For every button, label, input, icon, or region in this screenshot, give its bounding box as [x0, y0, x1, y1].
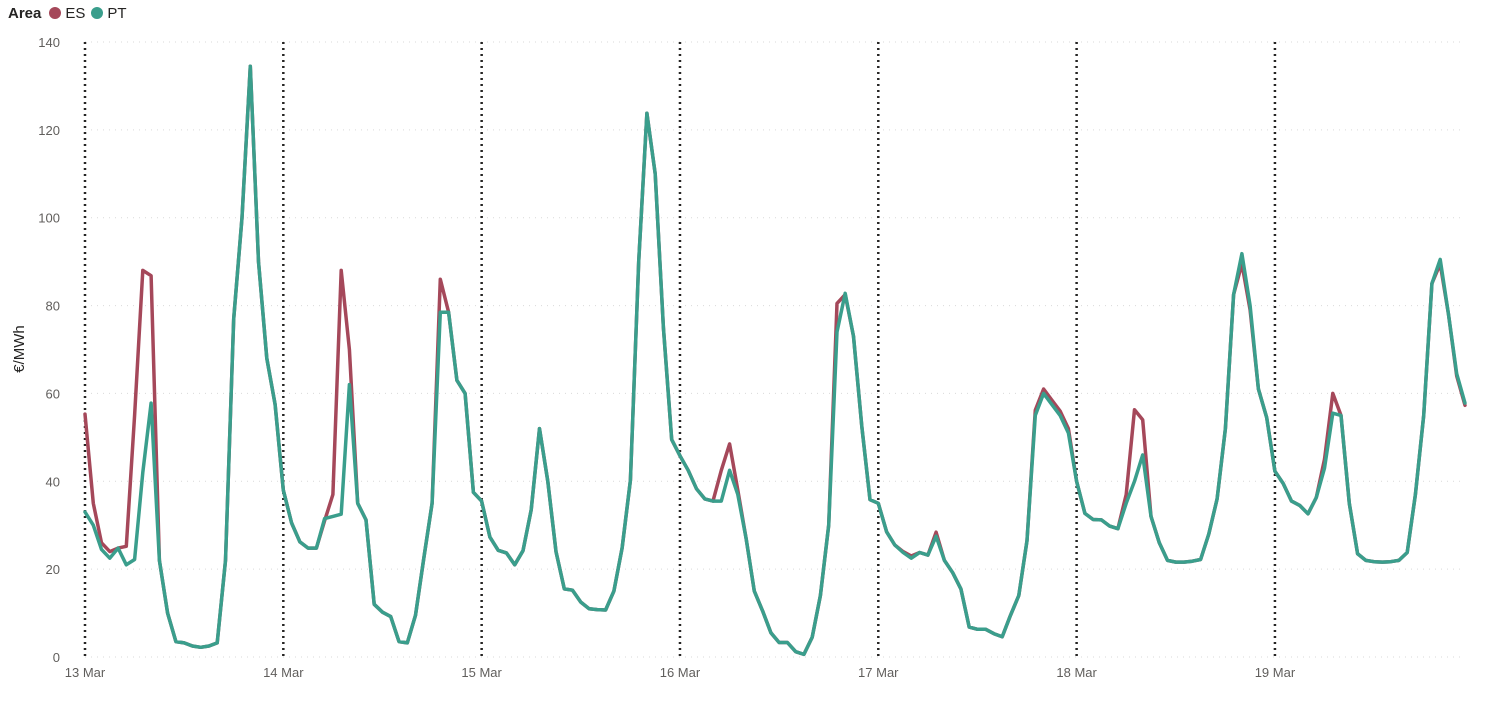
- y-axis-title: €/MWh: [11, 325, 28, 373]
- x-tick-label: 16 Mar: [660, 665, 701, 680]
- y-tick-label: 100: [38, 211, 60, 226]
- legend-dot-icon: [91, 7, 104, 19]
- legend-title: Area: [8, 4, 42, 22]
- x-tick-label: 18 Mar: [1056, 665, 1097, 680]
- legend-items: ES PT: [49, 5, 132, 22]
- series-line-pt: [83, 64, 1467, 657]
- y-tick-label: 80: [46, 299, 60, 314]
- gridlines: [85, 41, 1465, 658]
- y-tick-label: 140: [38, 35, 60, 50]
- legend-dot-icon: [49, 7, 62, 19]
- series-lines: [83, 64, 1467, 657]
- y-axis-tick-labels: 0 20 40 60 80 100 120 140: [38, 35, 60, 665]
- series-line-es: [83, 64, 1467, 657]
- x-tick-label: 13 Mar: [65, 665, 106, 680]
- x-tick-label: 17 Mar: [858, 665, 899, 680]
- y-tick-label: 20: [46, 562, 60, 577]
- x-axis-tick-labels: 13 Mar 14 Mar 15 Mar 16 Mar 17 Mar 18 Mar 19 M…: [65, 665, 1296, 680]
- y-tick-label: 0: [53, 650, 60, 665]
- legend: Area ES PT: [8, 3, 133, 23]
- x-tick-label: 14 Mar: [263, 665, 304, 680]
- y-tick-label: 60: [46, 386, 60, 401]
- legend-item-es[interactable]: ES: [49, 5, 85, 22]
- legend-item-pt[interactable]: PT: [91, 4, 127, 22]
- x-tick-label: 15 Mar: [461, 665, 502, 680]
- day-separator-lines: [83, 42, 1277, 657]
- y-tick-label: 120: [38, 123, 60, 138]
- x-tick-label: 19 Mar: [1255, 665, 1296, 680]
- y-tick-label: 40: [46, 474, 60, 489]
- legend-label: PT: [107, 4, 127, 22]
- legend-label: ES: [65, 4, 86, 22]
